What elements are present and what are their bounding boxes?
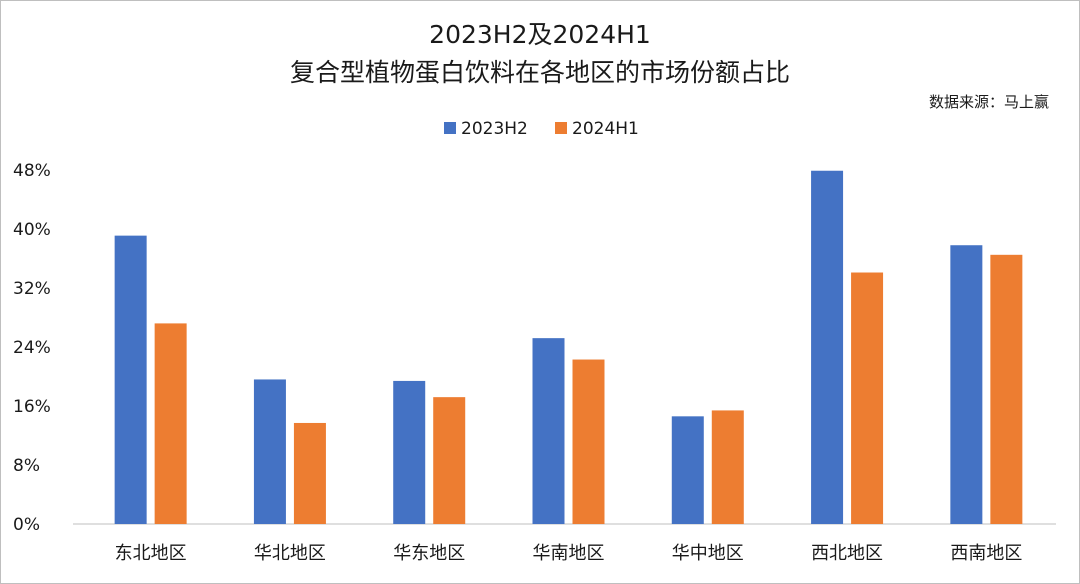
y-tick-label: 16% — [13, 397, 51, 417]
y-tick-label: 8% — [13, 456, 40, 476]
legend-swatch-0 — [444, 122, 456, 134]
bar-2024H1-0 — [154, 323, 187, 524]
chart-legend: 2023H2 2024H1 — [444, 119, 639, 139]
legend-label-1: 2024H1 — [572, 119, 639, 139]
bar-2023H2-3 — [532, 338, 565, 524]
y-tick-label: 0% — [13, 515, 40, 535]
bar-2023H2-2 — [393, 380, 426, 524]
bar-2024H1-5 — [851, 272, 884, 524]
y-tick-label: 40% — [13, 220, 51, 240]
bar-2024H1-2 — [433, 397, 466, 524]
legend-swatch-1 — [555, 122, 567, 134]
x-tick-label: 西南地区 — [950, 543, 1022, 564]
bar-2024H1-3 — [572, 359, 605, 524]
bar-2023H2-0 — [114, 235, 147, 524]
y-tick-label: 32% — [13, 279, 51, 299]
bar-2023H2-1 — [253, 379, 286, 524]
bars-group — [114, 170, 1023, 525]
x-tick-label: 西北地区 — [811, 543, 883, 564]
bar-2024H1-4 — [711, 410, 744, 524]
y-tick-label: 48% — [13, 161, 51, 181]
bar-2023H2-4 — [671, 416, 704, 524]
bar-2023H2-5 — [811, 170, 844, 525]
chart-subtitle: 复合型植物蛋白饮料在各地区的市场份额占比 — [290, 58, 790, 87]
chart-title: 2023H2及2024H1 — [429, 20, 651, 49]
y-axis: 0% 8% 16% 24% 32% 40% 48% — [13, 161, 51, 535]
x-tick-label: 东北地区 — [115, 543, 187, 564]
x-tick-label: 华北地区 — [254, 543, 326, 564]
chart-source: 数据来源：马上赢 — [929, 93, 1049, 111]
x-tick-label: 华南地区 — [533, 543, 605, 564]
bar-2024H1-1 — [293, 422, 326, 524]
x-tick-label: 华中地区 — [672, 543, 744, 564]
y-tick-label: 24% — [13, 338, 51, 358]
x-axis: 东北地区 华北地区 华东地区 华南地区 华中地区 西北地区 西南地区 — [73, 523, 1056, 564]
bar-2023H2-6 — [950, 245, 983, 524]
legend-label-0: 2023H2 — [461, 119, 528, 139]
bar-2024H1-6 — [990, 254, 1023, 524]
x-tick-label: 华东地区 — [393, 543, 465, 564]
